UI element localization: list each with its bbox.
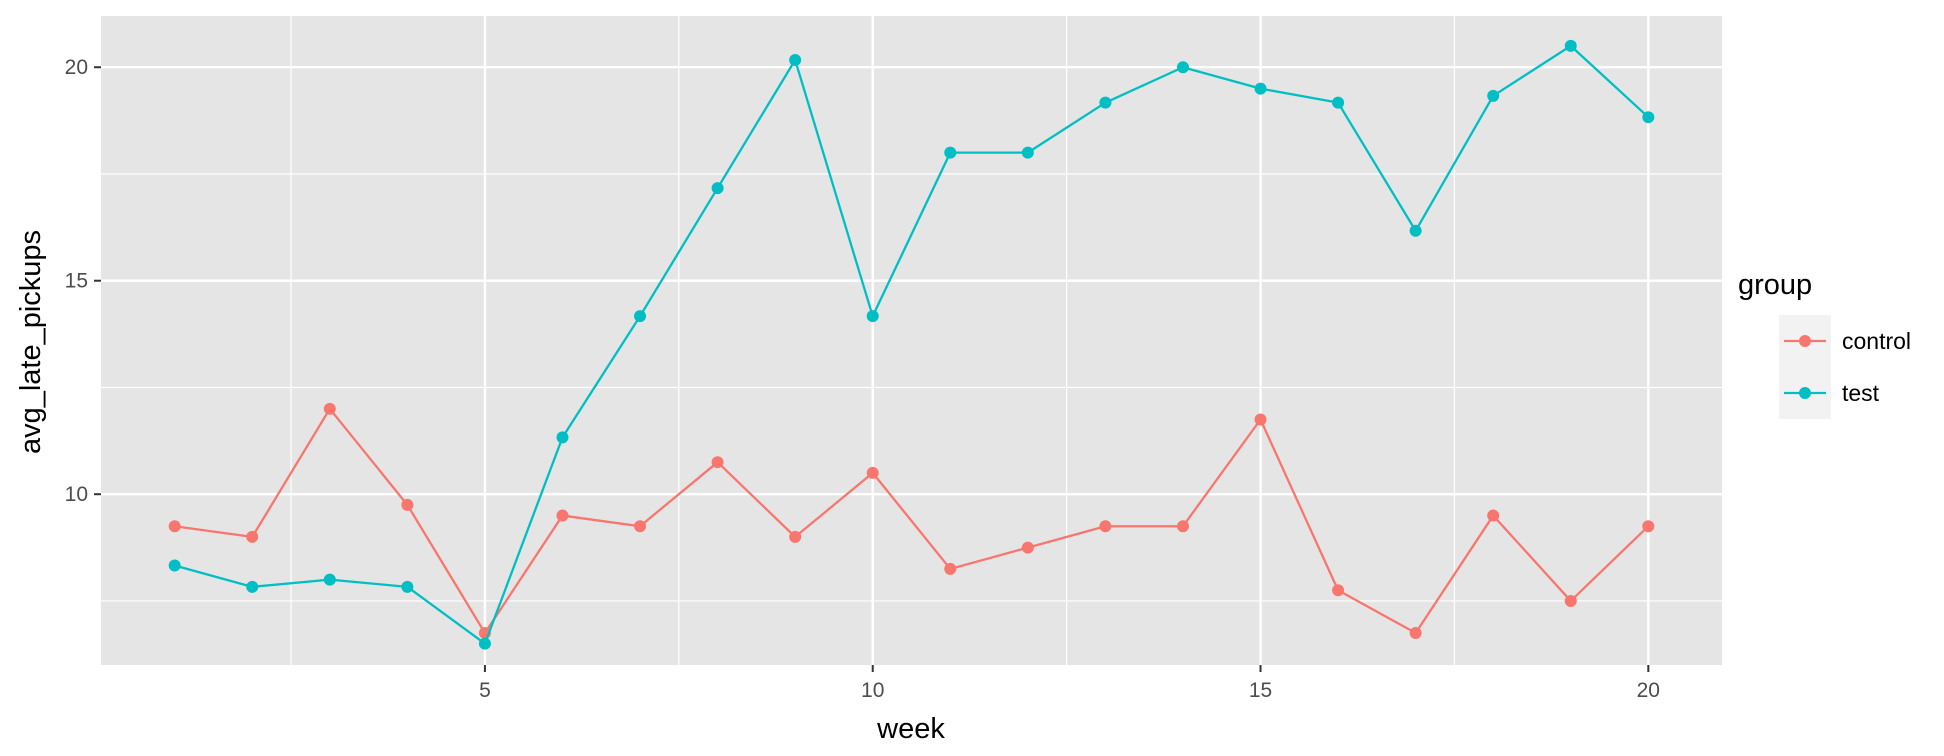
x-tick-label: 10 <box>861 679 884 702</box>
data-point-test <box>1332 96 1345 109</box>
legend: group control test <box>1738 269 1911 419</box>
series-layer <box>168 39 1655 650</box>
data-point-control <box>1409 626 1422 639</box>
series-line-test <box>173 44 1650 645</box>
data-point-test <box>1564 39 1577 52</box>
plot-panel <box>101 16 1722 665</box>
data-point-control <box>246 530 259 543</box>
data-point-control <box>944 562 957 575</box>
data-point-test <box>478 637 491 650</box>
data-point-test <box>246 580 259 593</box>
data-point-test <box>1099 96 1112 109</box>
data-point-test <box>1254 82 1267 95</box>
data-point-test <box>323 573 336 586</box>
x-tick-label: 15 <box>1249 679 1272 702</box>
data-point-control <box>401 498 414 511</box>
data-point-test <box>944 146 957 159</box>
legend-key-point <box>1799 387 1811 399</box>
data-point-control <box>1564 594 1577 607</box>
data-point-test <box>1176 61 1189 74</box>
y-tick-label: 15 <box>65 270 88 293</box>
data-point-control <box>1021 541 1034 554</box>
data-point-test <box>866 310 879 323</box>
x-axis-ticks: 5 10 15 20 <box>479 665 1660 702</box>
data-point-control <box>168 520 181 533</box>
data-point-test <box>634 310 647 323</box>
data-point-test <box>401 580 414 593</box>
data-point-test <box>168 559 181 572</box>
series-line-control <box>173 407 1650 635</box>
data-point-control <box>1176 520 1189 533</box>
data-point-control <box>556 509 569 522</box>
data-point-control <box>1487 509 1500 522</box>
series-control <box>168 402 1655 639</box>
data-point-test <box>711 182 724 195</box>
data-point-control <box>1332 584 1345 597</box>
data-point-test <box>789 53 802 66</box>
legend-item-test: test <box>1779 367 1880 419</box>
series-test <box>168 39 1655 650</box>
data-point-control <box>711 456 724 469</box>
x-tick-label: 5 <box>479 679 491 702</box>
legend-title: group <box>1738 269 1812 301</box>
major-gridlines <box>101 16 1722 665</box>
data-point-control <box>323 402 336 415</box>
legend-items: control test <box>1779 315 1911 419</box>
legend-label: test <box>1842 380 1880 406</box>
data-point-test <box>1021 146 1034 159</box>
data-point-control <box>1099 520 1112 533</box>
data-point-control <box>1254 413 1267 426</box>
data-point-control <box>789 530 802 543</box>
y-tick-label: 20 <box>65 56 88 79</box>
legend-label: control <box>1842 328 1911 354</box>
y-axis-ticks: 10 15 20 <box>65 56 101 506</box>
x-axis-title: week <box>876 713 945 745</box>
data-point-test <box>556 431 569 444</box>
x-tick-label: 20 <box>1637 679 1660 702</box>
data-point-test <box>1487 89 1500 102</box>
data-point-control <box>866 466 879 479</box>
data-point-control <box>634 520 647 533</box>
data-point-test <box>1642 111 1655 124</box>
y-tick-label: 10 <box>65 483 88 506</box>
y-axis-title: avg_late_pickups <box>15 230 47 454</box>
data-point-control <box>1642 520 1655 533</box>
legend-key-point <box>1799 335 1811 347</box>
data-point-test <box>1409 224 1422 237</box>
minor-gridlines <box>101 16 1722 665</box>
legend-item-control: control <box>1779 315 1911 367</box>
